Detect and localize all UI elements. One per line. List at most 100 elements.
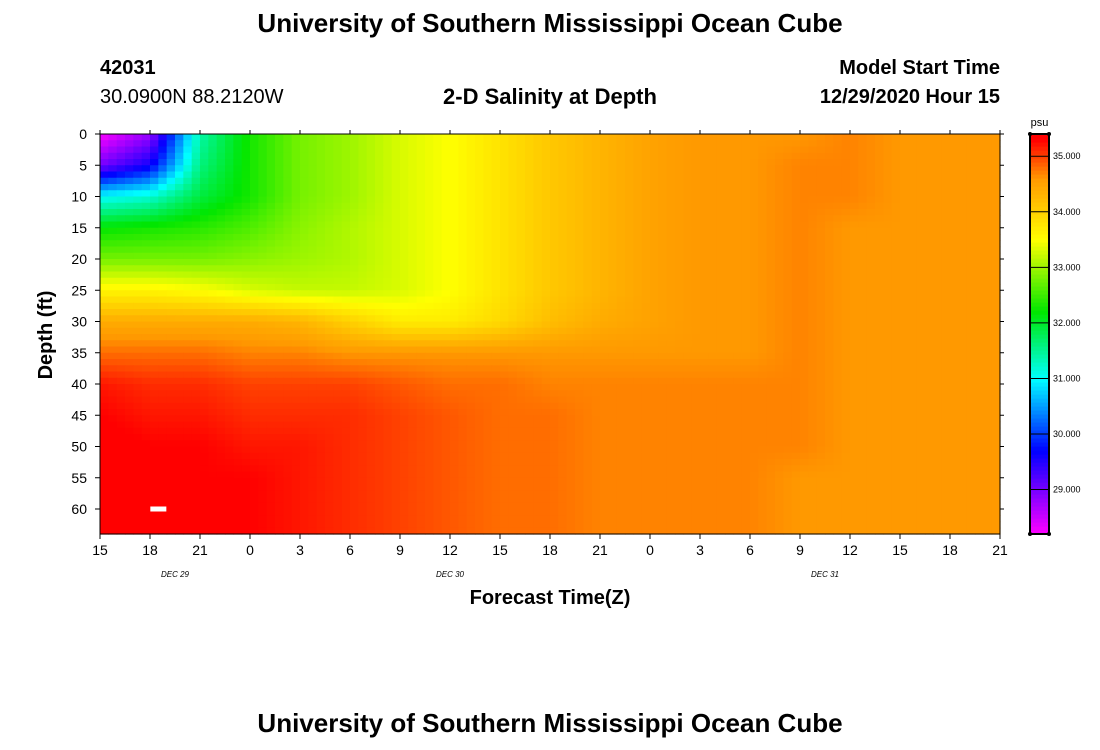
heatmap-cell: [950, 215, 959, 223]
heatmap-cell: [400, 240, 409, 248]
heatmap-cell: [991, 259, 1001, 266]
heatmap-cell: [341, 327, 351, 335]
heatmap-cell: [533, 265, 543, 273]
heatmap-cell: [508, 415, 518, 423]
heatmap-cell: [791, 371, 801, 379]
heatmap-cell: [841, 196, 851, 204]
heatmap-cell: [108, 265, 118, 273]
heatmap-cell: [566, 209, 576, 216]
heatmap-cell: [966, 259, 976, 266]
heatmap-cell: [266, 171, 276, 179]
heatmap-cell: [608, 327, 618, 335]
heatmap-cell: [766, 234, 776, 241]
heatmap-cell: [591, 377, 601, 385]
heatmap-cell: [341, 390, 351, 398]
heatmap-cell: [591, 309, 601, 316]
heatmap-cell: [566, 359, 576, 366]
heatmap-cell: [375, 240, 384, 248]
heatmap-cell: [866, 390, 876, 398]
heatmap-cell: [200, 402, 209, 410]
heatmap-cell: [191, 234, 201, 241]
heatmap-cell: [400, 415, 409, 423]
heatmap-cell: [550, 346, 559, 354]
heatmap-cell: [891, 152, 901, 160]
heatmap-cell: [391, 334, 401, 341]
heatmap-cell: [233, 221, 243, 229]
heatmap-cell: [116, 252, 126, 260]
heatmap-cell: [666, 234, 676, 241]
heatmap-cell: [608, 346, 618, 354]
heatmap-cell: [158, 177, 168, 185]
heatmap-cell: [241, 421, 251, 429]
heatmap-cell: [650, 177, 659, 185]
heatmap-cell: [916, 259, 926, 266]
heatmap-cell: [341, 146, 351, 154]
heatmap-cell: [733, 309, 743, 316]
heatmap-cell: [425, 146, 434, 154]
heatmap-cell: [483, 271, 493, 279]
heatmap-cell: [608, 384, 618, 391]
heatmap-cell: [158, 140, 168, 148]
heatmap-cell: [883, 190, 893, 198]
heatmap-cell: [766, 371, 776, 379]
heatmap-cell: [883, 340, 893, 348]
heatmap-cell: [400, 252, 409, 260]
heatmap-cell: [925, 415, 934, 423]
heatmap-cell: [366, 234, 376, 241]
heatmap-cell: [650, 390, 659, 398]
heatmap-cell: [833, 409, 843, 416]
heatmap-cell: [275, 265, 284, 273]
heatmap-cell: [625, 184, 634, 191]
heatmap-cell: [333, 271, 343, 279]
heatmap-cell: [625, 284, 634, 291]
heatmap-cell: [191, 296, 201, 304]
heatmap-cell: [691, 334, 701, 341]
heatmap-cell: [750, 171, 759, 179]
heatmap-cell: [141, 271, 151, 279]
heatmap-cell: [933, 271, 943, 279]
heatmap-cell: [875, 159, 884, 166]
heatmap-cell: [141, 284, 151, 291]
heatmap-cell: [741, 271, 751, 279]
heatmap-cell: [933, 390, 943, 398]
heatmap-cell: [725, 302, 734, 310]
heatmap-cell: [333, 215, 343, 223]
heatmap-cell: [600, 396, 609, 404]
heatmap-cell: [975, 371, 984, 379]
heatmap-cell: [900, 359, 909, 366]
heatmap-cell: [858, 334, 868, 341]
heatmap-cell: [291, 377, 301, 385]
heatmap-cell: [850, 327, 859, 335]
heatmap-cell: [883, 321, 893, 329]
heatmap-cell: [491, 409, 501, 416]
heatmap-cell: [233, 290, 243, 298]
heatmap-cell: [591, 159, 601, 166]
heatmap-cell: [383, 302, 393, 310]
heatmap-cell: [250, 240, 259, 248]
heatmap-cell: [441, 227, 451, 235]
heatmap-cell: [358, 259, 368, 266]
heatmap-cell: [383, 202, 393, 210]
heatmap-cell: [391, 184, 401, 191]
heatmap-cell: [308, 327, 318, 335]
heatmap-cell: [466, 184, 476, 191]
heatmap-cell: [450, 340, 459, 348]
heatmap-cell: [233, 184, 243, 191]
heatmap-cell: [283, 240, 293, 248]
heatmap-cell: [233, 271, 243, 279]
heatmap-cell: [475, 221, 484, 229]
heatmap-cell: [308, 152, 318, 160]
heatmap-cell: [658, 177, 668, 185]
heatmap-cell: [508, 402, 518, 410]
heatmap-cell: [133, 277, 143, 285]
heatmap-cell: [625, 315, 634, 323]
heatmap-cell: [916, 340, 926, 348]
heatmap-cell: [183, 402, 193, 410]
heatmap-cell: [933, 152, 943, 160]
heatmap-cell: [275, 296, 284, 304]
heatmap-cell: [866, 184, 876, 191]
heatmap-cell: [191, 377, 201, 385]
heatmap-cell: [983, 227, 993, 235]
heatmap-cell: [800, 271, 809, 279]
heatmap-cell: [958, 371, 968, 379]
